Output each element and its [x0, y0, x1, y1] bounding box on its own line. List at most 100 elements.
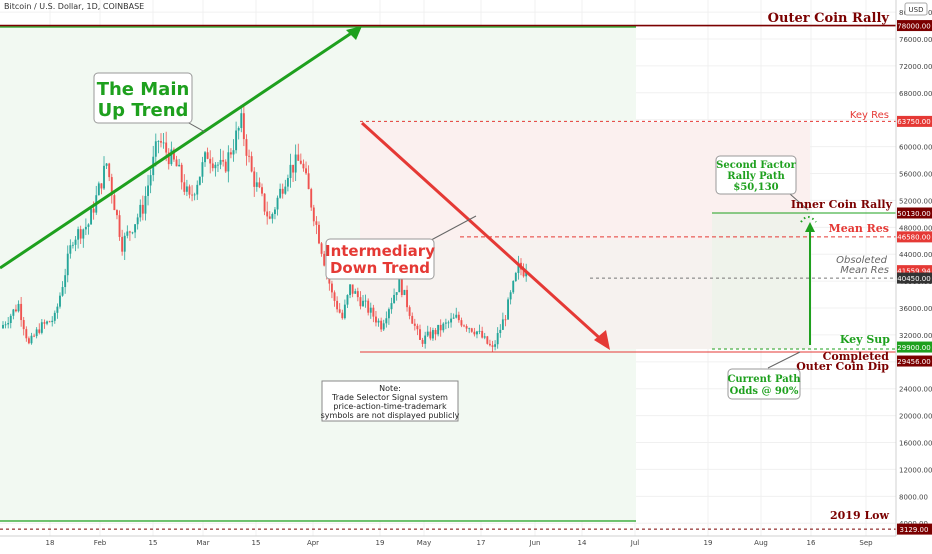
candle-body [387, 309, 390, 319]
candle-body [229, 152, 232, 155]
key-res-label: Key Res [850, 110, 889, 121]
candle-body [522, 269, 525, 277]
y-tick-label: 24000.00 [899, 386, 932, 394]
y-tick-label: 56000.00 [899, 171, 932, 179]
candle-body [362, 300, 364, 307]
candle-body [232, 150, 235, 155]
x-tick-label: Apr [307, 539, 319, 547]
candle-body [421, 339, 424, 344]
candle-body [455, 314, 458, 318]
candle-body [56, 306, 59, 313]
candle-body [27, 338, 30, 344]
candle-body [312, 207, 315, 222]
candle-body [162, 142, 165, 144]
price-tag [897, 523, 932, 535]
note-line2: Trade Selector Signal system [331, 393, 448, 402]
candle-body [302, 163, 305, 169]
candle-body [66, 253, 69, 276]
candle-body [266, 211, 269, 217]
candle-body [398, 276, 401, 293]
candle-body [393, 294, 396, 304]
candle-body [97, 183, 100, 196]
candle-body [134, 224, 137, 233]
candle-body [193, 194, 196, 196]
candle-body [439, 324, 442, 331]
x-tick-label: 16 [807, 539, 816, 547]
candle-body [255, 182, 258, 187]
obsoleted-label-2: Mean Res [840, 265, 889, 276]
candle-body [9, 315, 12, 324]
candle-body [271, 214, 274, 219]
price-tag-label: 63750.00 [897, 118, 930, 126]
x-tick-label: 19 [376, 539, 385, 547]
candle-body [336, 300, 339, 310]
candle-body [126, 231, 129, 236]
candle-body [175, 159, 178, 167]
current-path-arrowhead [805, 222, 815, 232]
candle-body [222, 159, 225, 162]
price-tag-label: 46580.00 [897, 234, 930, 242]
candle-body [512, 280, 515, 293]
candle-body [51, 320, 54, 323]
candle-body [84, 226, 87, 230]
candle-body [509, 292, 512, 300]
candle-body [284, 186, 287, 194]
candle-body [108, 163, 111, 178]
candle-body [71, 244, 74, 246]
candle-body [2, 324, 4, 329]
x-tick-label: 17 [477, 539, 486, 547]
candle-body [77, 229, 80, 240]
candle-body [413, 323, 416, 326]
candle-body [248, 155, 250, 157]
candle-body [204, 152, 206, 163]
candle-body [294, 154, 297, 173]
candle-body [128, 231, 131, 233]
candle-body [447, 322, 450, 324]
candle-body [90, 208, 93, 225]
candle-body [245, 139, 248, 156]
y-tick-label: 72000.00 [899, 63, 932, 71]
candle-body [356, 291, 359, 298]
down-trend-line1: Intermediary [325, 242, 435, 260]
candle-body [196, 184, 199, 195]
candle-body [390, 303, 393, 310]
candle-body [411, 315, 414, 324]
candle-body [206, 152, 209, 159]
candle-body [165, 142, 168, 153]
second-factor-line1: Second Factor [716, 160, 796, 171]
candle-body [209, 158, 212, 164]
candle-body [33, 335, 36, 337]
candle-body [403, 289, 406, 295]
x-tick-label: 14 [578, 539, 587, 547]
price-tag [897, 265, 932, 277]
candle-body [201, 162, 204, 177]
candle-body [211, 163, 214, 169]
candle-body [103, 165, 105, 189]
candle-body [406, 289, 408, 308]
time-axis[interactable]: 18 Feb 15 Mar 15 Apr 19 May 17 Jun 14 Jul 19 Aug 16 Sep [0, 535, 896, 547]
candle-body [375, 316, 377, 323]
candlestick-series [2, 105, 528, 353]
candle-body [183, 182, 186, 192]
currency-badge[interactable]: USD [904, 2, 928, 16]
main-up-trend-line [0, 28, 357, 270]
candle-body [48, 321, 51, 323]
y-tick-label: 32000.00 [899, 332, 932, 340]
x-tick-label: Aug [754, 539, 768, 547]
candle-body [494, 344, 497, 347]
price-levels [0, 24, 896, 530]
x-tick-label: 19 [704, 539, 713, 547]
candle-body [465, 326, 468, 329]
candle-body [499, 329, 502, 334]
candle-body [320, 243, 323, 254]
obsoleted-label-1: Obsoleted [836, 255, 888, 266]
price-tag-label: 3129.00 [900, 526, 929, 534]
current-path-callout: Current Path Odds @ 90% [727, 368, 801, 400]
key-sup-label: Key Sup [840, 333, 890, 346]
x-tick-label: Jul [630, 539, 640, 547]
candle-body [481, 330, 484, 338]
candle-body [263, 193, 266, 212]
candle-body [416, 325, 419, 330]
